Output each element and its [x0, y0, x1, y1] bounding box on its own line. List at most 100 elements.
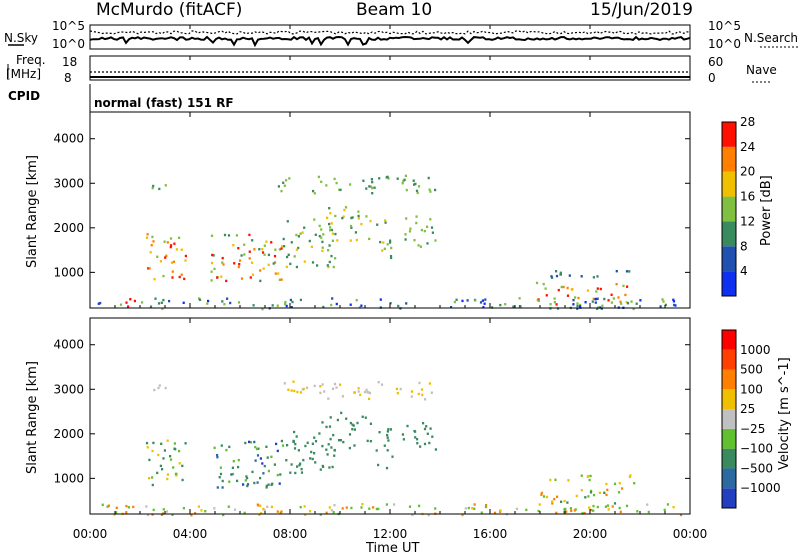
echo-cell — [221, 261, 224, 264]
colorbar-swatch — [722, 221, 736, 247]
echo-cell — [431, 231, 434, 234]
echo-cell — [318, 235, 321, 238]
echo-cell — [362, 179, 365, 182]
echo-cell — [342, 440, 345, 444]
echo-cell — [286, 255, 289, 259]
echo-cell — [633, 482, 636, 485]
echo-cell — [311, 457, 314, 461]
echo-cell — [412, 179, 415, 182]
echo-cell — [162, 508, 165, 511]
velocity-colorbar: 1000 500 100 25 −25 −100 −500 −1000 — [721, 329, 781, 509]
echo-cell — [515, 507, 518, 511]
echo-cell — [328, 425, 332, 428]
echo-cell — [156, 471, 159, 475]
echo-cell — [370, 178, 373, 181]
echo-cell — [606, 488, 609, 492]
echo-cell — [419, 245, 422, 248]
echo-cell — [632, 307, 635, 311]
echo-cell — [225, 279, 228, 283]
x-tick-label: 00:00 — [73, 527, 108, 541]
echo-cell — [371, 180, 374, 184]
echo-cell — [474, 299, 477, 302]
echo-cell — [431, 435, 434, 438]
echo-cell — [592, 276, 595, 279]
echo-cell — [414, 430, 417, 433]
x-tick-label: 04:00 — [173, 527, 208, 541]
echo-cell — [592, 509, 595, 512]
echo-cell — [646, 503, 649, 506]
echo-cell — [350, 226, 353, 229]
echo-cell — [236, 479, 239, 483]
echo-cell — [341, 507, 344, 510]
echo-cell — [386, 243, 389, 246]
echo-cell — [466, 299, 469, 302]
echo-cell — [265, 445, 268, 448]
echo-cell — [149, 305, 153, 308]
echo-cell — [327, 443, 330, 446]
echo-cell — [325, 511, 328, 514]
echo-cell — [586, 289, 589, 292]
echo-cell — [97, 302, 100, 305]
echo-cell — [326, 264, 329, 267]
echo-cell — [428, 441, 431, 445]
echo-cell — [216, 454, 219, 457]
echo-cell — [383, 247, 386, 250]
echo-cell — [288, 177, 291, 180]
echo-cell — [366, 439, 369, 443]
echo-cell — [198, 297, 201, 300]
echo-cell — [326, 216, 329, 220]
echo-cell — [569, 507, 572, 510]
echo-cell — [115, 506, 118, 510]
echo-cell — [166, 477, 169, 481]
echo-cell — [125, 511, 128, 514]
echo-cell — [322, 305, 325, 309]
colorbar-tick-label: −1000 — [740, 481, 781, 495]
echo-cell — [417, 244, 420, 247]
echo-cell — [168, 299, 171, 303]
x-tick-label: 12:00 — [373, 527, 408, 541]
echo-cell — [618, 482, 621, 485]
echo-cell — [261, 248, 264, 251]
echo-cell — [243, 253, 246, 256]
echo-cell — [279, 473, 282, 476]
echo-cell — [425, 425, 428, 428]
echo-cell — [341, 216, 344, 220]
echo-cell — [278, 482, 281, 485]
echo-cell — [310, 450, 313, 454]
echo-cell — [273, 254, 277, 258]
echo-cell — [311, 442, 314, 445]
echo-cell — [321, 444, 324, 448]
echo-cell — [259, 269, 262, 272]
colorbar-tick-label: 16 — [740, 190, 755, 204]
echo-cell — [404, 238, 407, 241]
echo-cell — [318, 224, 321, 228]
echo-cell — [184, 442, 187, 445]
echo-cell — [253, 481, 256, 485]
echo-cell — [157, 453, 160, 457]
echo-cell — [161, 307, 164, 310]
echo-cell — [145, 441, 149, 445]
echo-cell — [278, 248, 281, 251]
echo-cell — [338, 188, 341, 191]
echo-cell — [499, 510, 502, 513]
echo-cell — [314, 461, 317, 464]
echo-cell — [259, 279, 262, 283]
date-title: 15/Jun/2019 — [590, 0, 693, 20]
echo-cell — [292, 440, 295, 443]
echo-cell — [220, 444, 223, 447]
echo-cell — [331, 387, 335, 390]
colorbar-swatch — [722, 330, 736, 350]
echo-cell — [228, 480, 231, 483]
echo-cell — [357, 210, 360, 213]
echo-cell — [294, 442, 297, 446]
colorbar-tick-label: 12 — [740, 214, 755, 228]
colorbar-swatch — [722, 389, 736, 410]
echo-cell — [171, 513, 174, 516]
velocity-y-axis-label: Slant Range [km] — [25, 361, 40, 474]
echo-cell — [254, 459, 257, 462]
echo-cell — [246, 483, 250, 486]
echo-cell — [279, 511, 282, 515]
echo-cell — [152, 184, 155, 188]
echo-cell — [625, 270, 629, 273]
echo-cell — [248, 440, 251, 444]
